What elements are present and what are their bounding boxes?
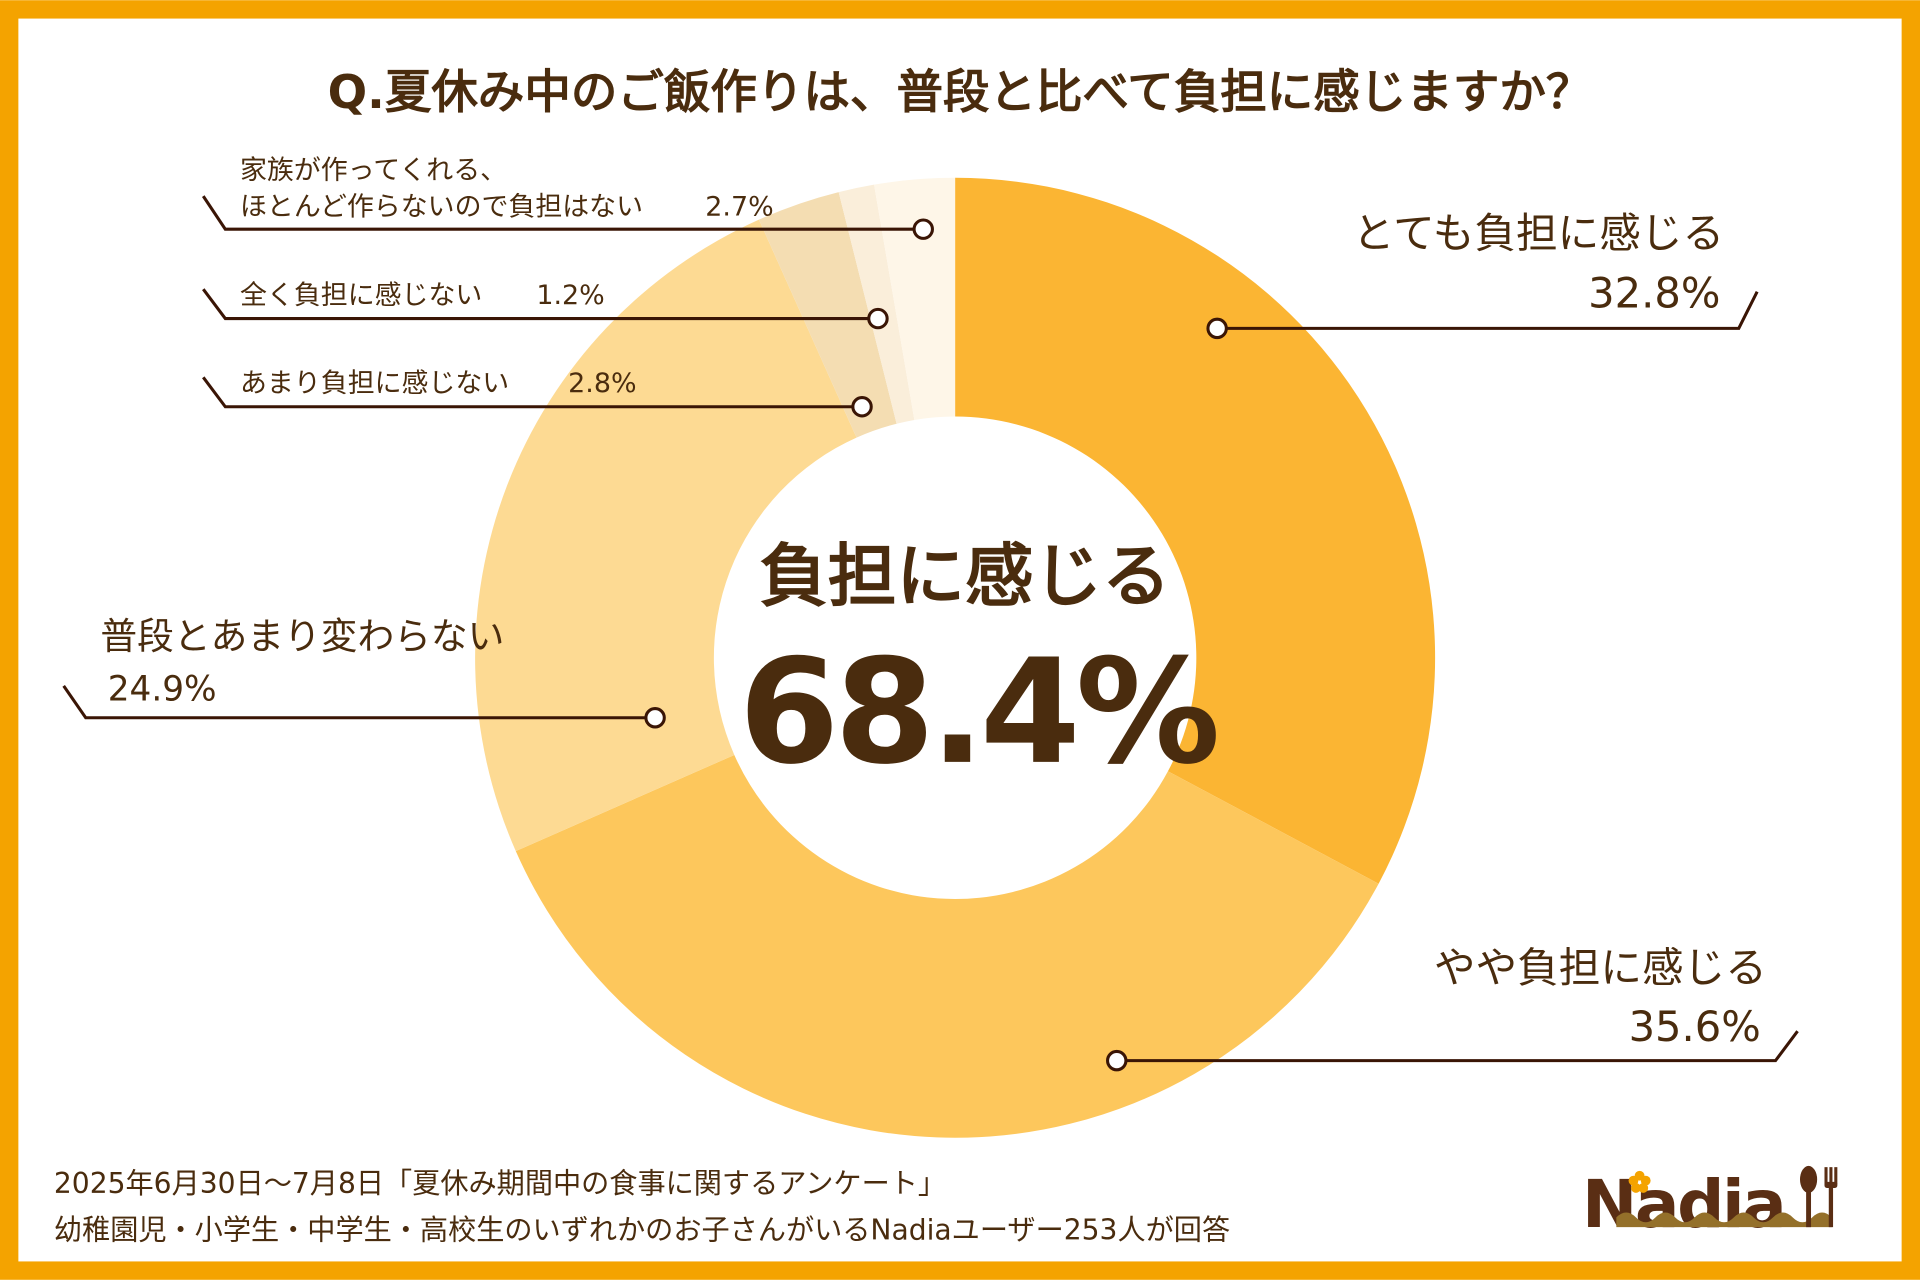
logo-text: Nadia [1582, 1166, 1784, 1243]
donut-slice-0 [955, 177, 1436, 884]
leader-dot-1 [1106, 1049, 1128, 1072]
nadia-logo: Nadia [1582, 1165, 1838, 1243]
donut-slice-5 [874, 177, 956, 420]
spoon-fork-icon [1800, 1165, 1838, 1228]
leader-line-3 [202, 376, 863, 409]
flower-icon [1628, 1170, 1651, 1193]
donut-slice-3 [758, 192, 897, 438]
slice-label-5a: 家族が作ってくれる、 [240, 155, 507, 186]
logo-wave [1616, 1212, 1832, 1228]
donut-slices [475, 177, 1436, 1138]
footer-line-2: 幼稚園児・小学生・中学生・高校生のいずれかのお子さんがいるNadiaユーザー25… [54, 1213, 1230, 1246]
slice-value-2: 24.9% [108, 670, 217, 710]
center-label: 負担に感じる [759, 537, 1170, 617]
slice-label-0: とても負担に感じる [1353, 209, 1724, 258]
leader-line-2 [62, 685, 656, 720]
leader-lines [62, 195, 1799, 1063]
leader-dot-0 [1206, 317, 1228, 340]
leader-dot-3 [851, 396, 873, 418]
slice-value-4: 1.2% [536, 280, 604, 311]
slice-label-5b: ほとんど作らないので負担はない [240, 192, 643, 223]
leader-line-5 [201, 195, 924, 231]
slice-value-5: 2.7% [705, 192, 773, 223]
slice-label-4: 全く負担に感じない [240, 280, 482, 311]
leader-dot-2 [644, 707, 666, 729]
leader-dot-5 [912, 218, 934, 240]
slice-label-3: あまり負担に感じない [240, 368, 509, 399]
leader-line-0 [1217, 290, 1759, 330]
slice-value-3: 2.8% [568, 368, 636, 399]
donut-slice-1 [515, 754, 1379, 1138]
slice-label-1: やや負担に感じる [1434, 943, 1767, 992]
donut-slice-4 [838, 184, 915, 424]
leader-line-4 [202, 288, 878, 321]
footer-line-1: 2025年6月30日～7月8日「夏休み期間中の食事に関するアンケート」 [54, 1167, 946, 1200]
donut-slice-2 [475, 219, 857, 852]
slice-value-0: 32.8% [1588, 269, 1720, 318]
leader-line-1 [1116, 1030, 1799, 1063]
slice-value-1: 35.6% [1629, 1002, 1761, 1051]
chart-title: Q.夏休み中のご飯作りは、普段と比べて負担に感じますか？ [328, 65, 1593, 119]
leader-dot-4 [867, 307, 889, 330]
slice-label-2: 普段とあまり変わらない [100, 615, 504, 658]
center-value: 68.4% [739, 629, 1217, 797]
